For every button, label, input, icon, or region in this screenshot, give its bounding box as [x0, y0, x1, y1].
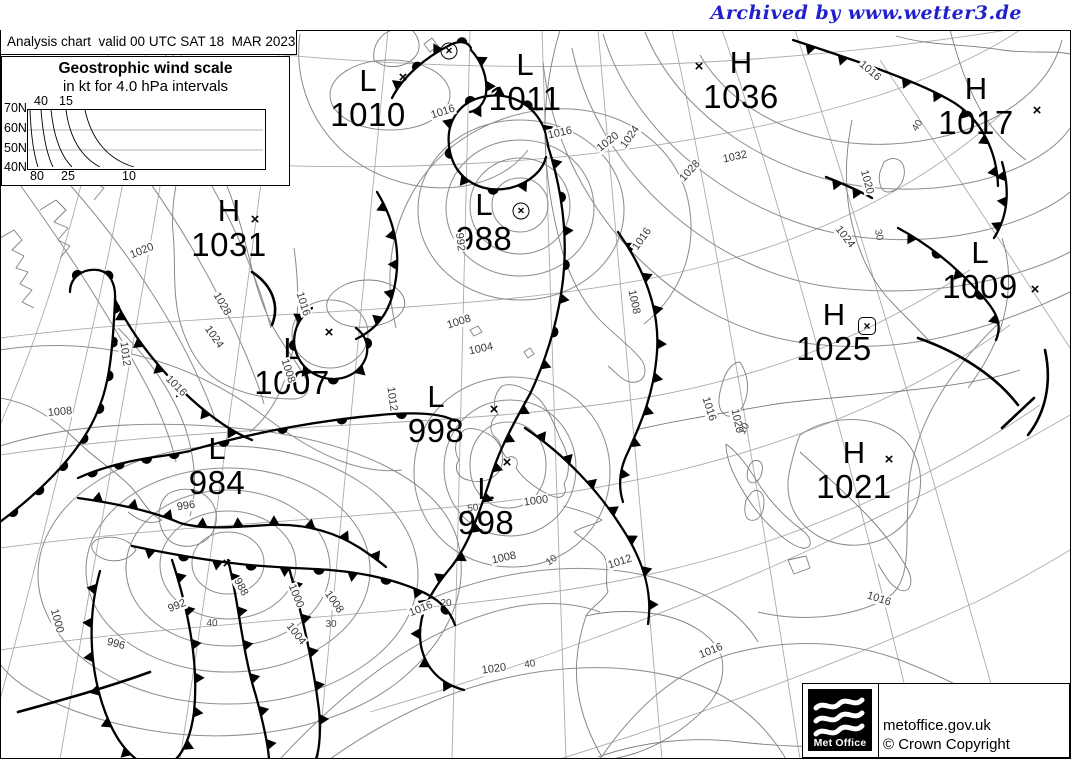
pressure-value: 1009	[942, 268, 1018, 305]
scale-bottom-80: 80	[30, 169, 44, 183]
met-office-branding: Met Office metoffice.gov.uk © Crown Copy…	[802, 683, 1070, 758]
pressure-center-l-1010: L 1010	[330, 64, 405, 133]
pressure-value: 1011	[488, 80, 562, 117]
isobar-label: 1008	[46, 404, 74, 420]
pressure-value: 1010	[330, 96, 406, 133]
pressure-letter: L	[475, 187, 493, 222]
pressure-center-marker: ×	[694, 58, 704, 75]
pressure-center-l-984: L 984	[189, 432, 246, 501]
pressure-value: 1021	[816, 468, 892, 505]
pressure-center-marker: ×	[324, 324, 334, 341]
wind-scale-title: Geostrophic wind scale	[58, 60, 233, 77]
lat-label-50n: 50N	[4, 141, 27, 155]
pressure-center-marker: ×	[1032, 102, 1042, 119]
pressure-center-marker: ×	[1030, 281, 1040, 298]
pressure-value: 984	[188, 464, 246, 501]
met-office-logo-text: Met Office	[813, 737, 867, 749]
met-office-logo: Met Office	[808, 689, 872, 751]
geostrophic-wind-scale: Geostrophic wind scale in kt for 4.0 hPa…	[1, 56, 290, 186]
pressure-center-h-1017: H 1017	[938, 72, 1013, 141]
wind-scale-subtitle: in kt for 4.0 hPa intervals	[62, 78, 229, 95]
weather-fronts	[1, 37, 1050, 758]
graticule-label: 20	[440, 598, 452, 609]
pressure-letter: H	[964, 71, 988, 106]
pressure-center-marker: ×	[398, 69, 408, 86]
pressure-center-marker: ×	[512, 202, 530, 220]
pressure-value: 998	[457, 504, 515, 541]
pressure-value: 998	[407, 412, 465, 449]
pressure-center-h-1025: H 1025	[796, 298, 871, 367]
graticule-label: 30	[325, 619, 337, 630]
pressure-letter: L	[283, 331, 301, 366]
pressure-center-h-1036: H 1036	[703, 46, 778, 115]
pressure-letter: L	[359, 63, 377, 98]
pressure-center-h-1021: H 1021	[816, 436, 891, 505]
graticule-label: 30	[871, 228, 886, 242]
graticule-label: 50	[466, 502, 480, 515]
isobars	[1, 31, 1070, 758]
pressure-letter: H	[217, 193, 241, 228]
pressure-value: 1031	[191, 226, 267, 263]
pressure-center-l-998: L 998	[458, 472, 515, 541]
pressure-letter: L	[477, 471, 495, 506]
pressure-center-marker: ×	[502, 454, 512, 471]
coastlines	[1, 31, 1070, 758]
pressure-letter: H	[729, 45, 753, 80]
pressure-center-l-1009: L 1009	[942, 236, 1017, 305]
scale-top-15: 15	[59, 94, 73, 108]
pressure-letter: L	[208, 431, 226, 466]
pressure-letter: L	[516, 47, 534, 82]
pressure-center-l-1011: L 1011	[489, 48, 562, 117]
lat-label-60n: 60N	[4, 121, 27, 135]
pressure-letter: H	[842, 435, 866, 470]
met-office-logo-cell: Met Office	[803, 684, 879, 757]
lat-label-40n: 40N	[4, 160, 27, 174]
pressure-letter: L	[427, 379, 445, 414]
scale-top-40: 40	[34, 94, 48, 108]
pressure-letter: L	[971, 235, 989, 270]
pressure-center-marker: ×	[250, 211, 260, 228]
pressure-center-marker: ×	[489, 401, 499, 418]
wind-scale-diagram	[27, 109, 266, 170]
met-office-url: metoffice.gov.uk	[883, 717, 991, 734]
chart-title: Analysis chart valid 00 UTC SAT 18 MAR 2…	[0, 30, 297, 55]
pressure-center-marker: ×	[884, 451, 894, 468]
scale-bottom-10: 10	[122, 169, 136, 183]
isobar-label: 992	[452, 231, 468, 253]
graticule-label: 40	[523, 658, 537, 671]
pressure-center-l-998: L 998	[408, 380, 465, 449]
scale-bottom-25: 25	[61, 169, 75, 183]
pressure-center-marker: ×	[858, 317, 876, 335]
pressure-value: 1017	[938, 104, 1014, 141]
pressure-center-marker: ×	[440, 42, 458, 60]
pressure-center-h-1031: H 1031	[191, 194, 266, 263]
pressure-letter: H	[822, 297, 846, 332]
archived-watermark: Archived by www.wetter3.de	[710, 2, 1022, 24]
crown-copyright: © Crown Copyright	[883, 735, 1010, 753]
pressure-value: 1025	[796, 330, 872, 367]
graticule-label: 40	[206, 618, 218, 629]
pressure-value: 1036	[703, 78, 779, 115]
pressure-center-marker: ×	[222, 555, 232, 572]
lat-label-70n: 70N	[4, 101, 27, 115]
